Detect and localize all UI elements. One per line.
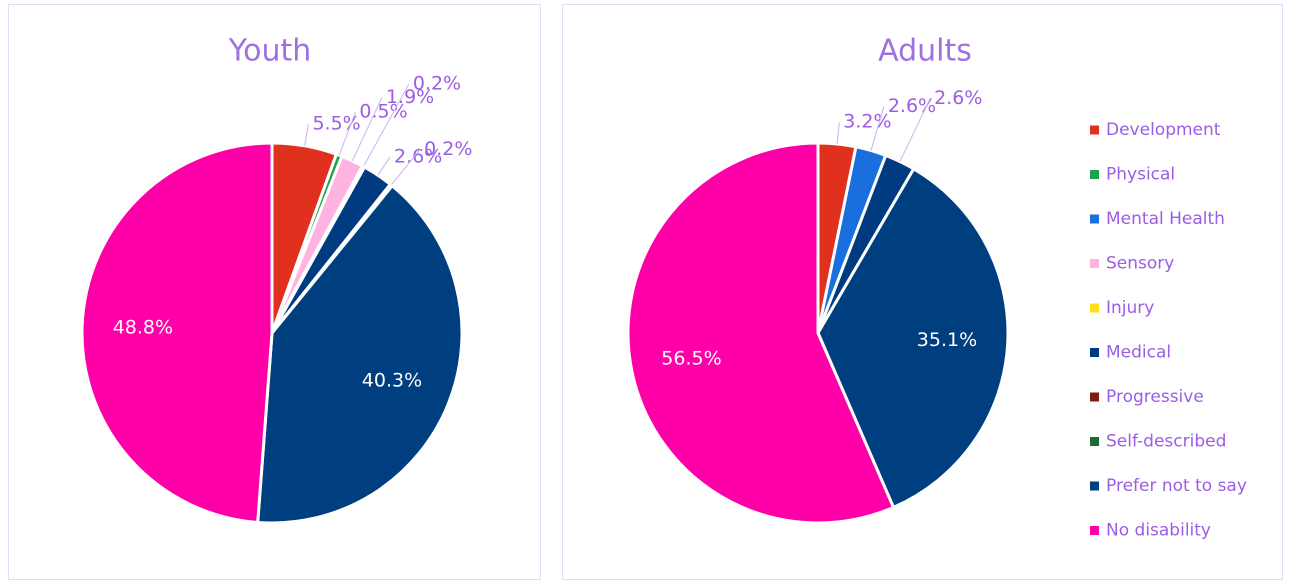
panel bbox=[8, 4, 541, 580]
legend-swatch bbox=[1090, 259, 1099, 268]
data-label: 2.6% bbox=[394, 145, 442, 167]
leader-line bbox=[363, 83, 410, 167]
leader-line bbox=[304, 124, 309, 146]
pie-slice bbox=[80, 141, 274, 525]
legend-swatch bbox=[1090, 214, 1099, 224]
legend-label: Medical bbox=[1106, 343, 1171, 363]
legend-swatch bbox=[1090, 526, 1099, 535]
data-label: 48.8% bbox=[113, 317, 173, 339]
data-label: 3.2% bbox=[843, 111, 891, 133]
data-label: 56.5% bbox=[661, 348, 721, 370]
leader-line bbox=[899, 98, 931, 162]
chart-title: Youth bbox=[228, 34, 312, 69]
legend-label: Self-described bbox=[1106, 432, 1226, 452]
data-label: 2.6% bbox=[934, 87, 982, 109]
pie-slice bbox=[816, 166, 1010, 510]
data-label: 35.1% bbox=[917, 329, 977, 351]
legend-label: No disability bbox=[1106, 521, 1211, 541]
legend-label: Progressive bbox=[1106, 387, 1204, 407]
data-label: 2.6% bbox=[888, 95, 936, 117]
leader-line bbox=[390, 148, 421, 186]
pie-slice bbox=[256, 183, 464, 525]
data-label: 0.2% bbox=[424, 138, 472, 160]
legend-label: Injury bbox=[1106, 298, 1154, 318]
data-label: 40.3% bbox=[362, 369, 422, 391]
leader-line bbox=[377, 156, 391, 176]
legend-swatch bbox=[1090, 170, 1099, 179]
legend-swatch bbox=[1090, 125, 1099, 135]
legend-swatch bbox=[1090, 437, 1099, 446]
legend-label: Physical bbox=[1106, 165, 1175, 185]
chart-title: Adults bbox=[878, 34, 972, 69]
data-label: 0.2% bbox=[413, 73, 461, 95]
legend-swatch bbox=[1090, 481, 1099, 491]
legend-swatch bbox=[1090, 392, 1099, 402]
data-label: 0.5% bbox=[359, 101, 407, 123]
legend-label: Development bbox=[1106, 120, 1221, 140]
leader-line bbox=[836, 122, 840, 145]
panel bbox=[562, 4, 1283, 580]
legend-swatch bbox=[1090, 303, 1099, 313]
data-label: 1.9% bbox=[386, 86, 434, 108]
legend-label: Mental Health bbox=[1106, 209, 1225, 229]
legend-label: Prefer not to say bbox=[1106, 476, 1247, 496]
legend-label: Sensory bbox=[1106, 254, 1174, 274]
leader-line bbox=[338, 112, 356, 156]
legend-swatch bbox=[1090, 348, 1099, 357]
leader-line bbox=[351, 97, 383, 162]
pie-slice bbox=[626, 141, 896, 525]
leader-line bbox=[870, 106, 885, 151]
